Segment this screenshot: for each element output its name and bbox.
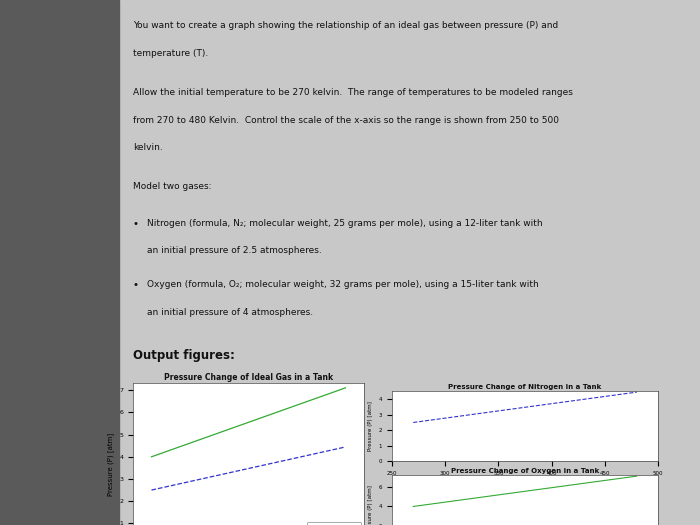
Text: kelvin.: kelvin. xyxy=(133,143,162,152)
Y-axis label: Pressure (P) [atm]: Pressure (P) [atm] xyxy=(368,401,373,451)
Text: Allow the initial temperature to be 270 kelvin.  The range of temperatures to be: Allow the initial temperature to be 270 … xyxy=(133,88,573,97)
Nitrogen xyxy=(323,448,332,454)
Text: Model two gases:: Model two gases: xyxy=(133,182,211,192)
Text: an initial pressure of 4 atmospheres.: an initial pressure of 4 atmospheres. xyxy=(147,308,313,317)
Text: Output figures:: Output figures: xyxy=(133,349,235,362)
Title: Pressure Change of Oxygen in a Tank: Pressure Change of Oxygen in a Tank xyxy=(451,468,599,474)
Nitrogen xyxy=(148,487,156,493)
Oxygen xyxy=(266,412,274,418)
Nitrogen xyxy=(262,461,270,468)
Text: Oxygen (formula, O₂; molecular weight, 32 grams per mole), using a 15-liter tank: Oxygen (formula, O₂; molecular weight, 3… xyxy=(147,280,539,289)
Y-axis label: Pressure (P) [atm]: Pressure (P) [atm] xyxy=(107,433,113,496)
Text: Nitrogen (formula, N₂; molecular weight, 25 grams per mole), using a 12-liter ta: Nitrogen (formula, N₂; molecular weight,… xyxy=(147,218,542,227)
Bar xyxy=(0,0,119,525)
Title: Pressure Change of Ideal Gas in a Tank: Pressure Change of Ideal Gas in a Tank xyxy=(164,373,333,382)
Line: Nitrogen: Nitrogen xyxy=(151,447,346,490)
Nitrogen xyxy=(262,461,271,468)
Legend: Nitrogen, Oxygen: Nitrogen, Oxygen xyxy=(307,522,361,525)
Nitrogen xyxy=(266,460,274,467)
Text: an initial pressure of 2.5 atmospheres.: an initial pressure of 2.5 atmospheres. xyxy=(147,246,322,255)
Line: Oxygen: Oxygen xyxy=(151,388,346,457)
Oxygen xyxy=(262,413,270,419)
Text: temperature (T).: temperature (T). xyxy=(133,49,209,58)
Oxygen xyxy=(342,385,350,391)
Text: •: • xyxy=(133,218,139,228)
Title: Pressure Change of Nitrogen in a Tank: Pressure Change of Nitrogen in a Tank xyxy=(449,384,601,390)
Y-axis label: Pressure (P) [atm]: Pressure (P) [atm] xyxy=(368,485,373,525)
Oxygen xyxy=(148,454,156,460)
Oxygen xyxy=(311,395,319,402)
Oxygen xyxy=(262,413,271,419)
X-axis label: Temperature (T) [K]: Temperature (T) [K] xyxy=(498,482,552,487)
Nitrogen xyxy=(147,487,155,493)
Nitrogen xyxy=(311,450,319,457)
Oxygen xyxy=(147,454,155,460)
Text: You want to create a graph showing the relationship of an ideal gas between pres: You want to create a graph showing the r… xyxy=(133,21,559,30)
Text: from 270 to 480 Kelvin.  Control the scale of the x-axis so the range is shown f: from 270 to 480 Kelvin. Control the scal… xyxy=(133,116,559,124)
Nitrogen xyxy=(342,444,350,450)
Oxygen xyxy=(323,391,332,397)
Text: •: • xyxy=(133,280,139,290)
